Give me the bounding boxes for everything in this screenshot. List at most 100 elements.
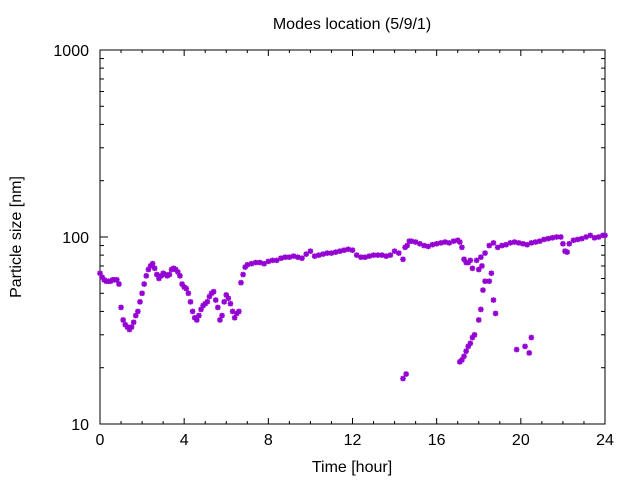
data-point — [522, 343, 528, 350]
data-point — [536, 238, 543, 244]
data-point — [524, 241, 530, 248]
data-point — [507, 240, 514, 246]
data-point — [137, 299, 143, 305]
data-point — [421, 242, 427, 249]
data-point — [120, 317, 126, 323]
data-point — [471, 331, 478, 338]
data-point — [183, 285, 190, 292]
data-point — [307, 248, 314, 254]
data-point — [320, 251, 326, 257]
data-point — [204, 299, 211, 305]
x-tick-label: 12 — [344, 432, 362, 449]
data-point — [139, 290, 145, 297]
data-point — [532, 239, 539, 245]
data-point — [227, 300, 234, 307]
data-point — [221, 299, 227, 305]
data-point — [341, 247, 347, 253]
data-point — [265, 258, 272, 265]
data-point — [446, 240, 453, 246]
data-point — [387, 252, 394, 258]
data-point — [400, 375, 406, 382]
data-point — [602, 232, 608, 239]
data-point — [231, 314, 238, 321]
data-point — [212, 297, 219, 303]
data-point — [353, 252, 360, 258]
data-point — [545, 235, 551, 242]
data-point — [116, 281, 122, 287]
data-point — [587, 232, 594, 239]
data-point — [299, 255, 305, 262]
data-point — [492, 310, 499, 317]
x-tick-label: 4 — [180, 432, 189, 449]
data-point — [469, 265, 476, 272]
data-point — [257, 259, 263, 266]
data-point — [196, 312, 202, 319]
data-point — [412, 239, 419, 245]
data-point — [311, 253, 318, 259]
data-point — [583, 234, 589, 240]
data-point — [429, 241, 436, 248]
data-point — [166, 271, 173, 278]
data-point — [278, 255, 284, 262]
data-point — [337, 248, 343, 254]
data-point — [332, 249, 339, 255]
data-point — [515, 240, 522, 246]
x-tick-label: 0 — [96, 432, 105, 449]
data-point — [366, 253, 373, 259]
data-point — [229, 308, 236, 315]
data-point — [478, 306, 484, 313]
data-point — [193, 317, 200, 323]
x-tick-label: 16 — [428, 432, 446, 449]
data-point — [217, 317, 223, 323]
data-point — [219, 312, 225, 319]
data-point — [490, 240, 497, 246]
data-point — [238, 279, 244, 286]
data-point — [404, 242, 411, 249]
data-point — [450, 238, 457, 244]
data-point — [480, 287, 486, 293]
data-point — [261, 260, 267, 267]
data-points — [97, 232, 608, 382]
data-point — [467, 257, 474, 264]
data-point — [244, 262, 251, 268]
data-point — [215, 304, 221, 311]
x-tick-label: 24 — [596, 432, 614, 449]
y-axis-title: Particle size [nm] — [8, 176, 25, 298]
y-tick-label: 100 — [62, 230, 89, 247]
data-point — [225, 295, 232, 302]
data-point — [438, 240, 444, 246]
plot-frame — [99, 49, 606, 425]
data-point — [345, 246, 352, 253]
data-point — [149, 260, 156, 267]
data-point — [564, 249, 570, 255]
x-axis-title: Time [hour] — [312, 459, 392, 476]
data-point — [478, 254, 484, 260]
data-point — [457, 239, 463, 245]
data-point — [479, 263, 485, 269]
data-point — [316, 252, 322, 258]
data-point — [400, 256, 406, 263]
data-point — [135, 308, 141, 315]
data-point — [520, 240, 526, 247]
data-point — [273, 257, 280, 264]
data-point — [248, 260, 255, 267]
chart-title: Modes location (5/9/1) — [273, 16, 431, 33]
data-point — [128, 324, 135, 330]
data-point — [303, 251, 310, 257]
data-point — [383, 253, 389, 259]
data-point — [408, 238, 415, 244]
data-point — [210, 288, 217, 295]
data-point — [570, 237, 577, 244]
data-point — [286, 254, 293, 260]
data-point — [560, 240, 566, 247]
data-point — [549, 235, 556, 241]
data-point — [461, 353, 467, 360]
data-point — [130, 319, 137, 326]
data-point — [391, 248, 398, 254]
data-point — [236, 308, 242, 315]
data-point — [482, 250, 488, 256]
data-point — [526, 350, 533, 356]
data-point — [294, 254, 301, 260]
data-point — [494, 244, 501, 251]
